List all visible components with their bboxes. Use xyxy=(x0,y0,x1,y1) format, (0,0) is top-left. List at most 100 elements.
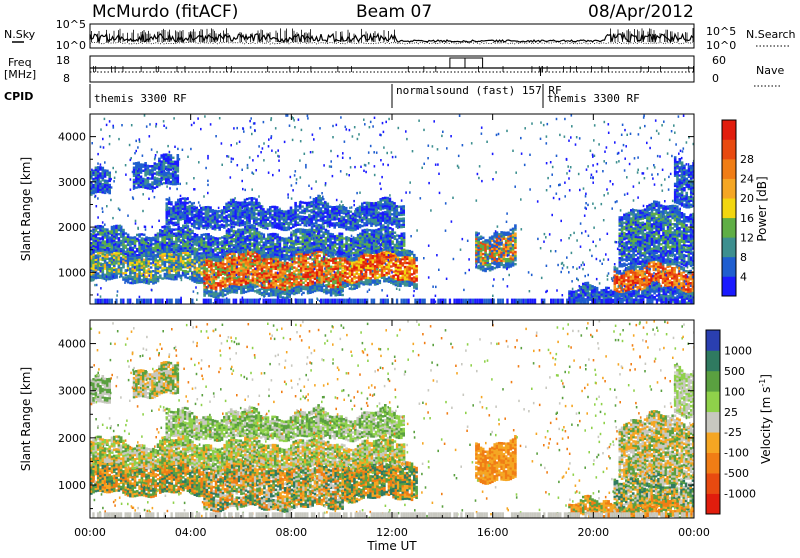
heatmap-cell xyxy=(92,243,95,245)
heatmap-cell xyxy=(313,239,316,241)
heatmap-cell xyxy=(232,213,235,215)
heatmap-cell xyxy=(398,247,401,249)
heatmap-cell xyxy=(106,228,109,230)
heatmap-cell xyxy=(152,255,155,257)
heatmap-cell xyxy=(313,198,316,200)
heatmap-cell xyxy=(357,240,360,242)
heatmap-cell xyxy=(207,254,210,256)
heatmap-cell xyxy=(368,245,371,247)
heatmap-cell xyxy=(165,176,168,178)
heatmap-cell xyxy=(122,272,125,274)
heatmap-cell xyxy=(224,277,227,279)
heatmap-cell xyxy=(158,170,161,172)
heatmap-cell xyxy=(358,273,361,275)
heatmap-cell xyxy=(415,285,418,287)
heatmap-cell xyxy=(287,212,290,214)
heatmap-cell xyxy=(189,258,192,260)
heatmap-cell xyxy=(309,229,312,231)
heatmap-cell xyxy=(194,260,197,262)
heatmap-cell xyxy=(364,229,367,231)
heatmap-cell xyxy=(249,279,252,281)
heatmap-cell xyxy=(256,289,259,291)
heatmap-cell xyxy=(219,264,222,266)
heatmap-cell xyxy=(380,243,383,245)
heatmap-cell xyxy=(277,281,280,283)
heatmap-cell xyxy=(172,206,175,208)
heatmap-cell xyxy=(231,289,234,291)
heatmap-cell xyxy=(299,236,302,238)
heatmap-cell xyxy=(237,214,240,216)
heatmap-cell xyxy=(372,255,375,257)
heatmap-cell xyxy=(328,263,331,265)
heatmap-cell xyxy=(172,163,175,165)
heatmap-cell xyxy=(352,246,355,248)
heatmap-cell xyxy=(390,255,393,257)
heatmap-cell xyxy=(157,276,160,278)
heatmap-cell xyxy=(122,262,125,264)
heatmap-cell xyxy=(102,273,105,275)
heatmap-cell xyxy=(344,259,347,261)
heatmap-cell xyxy=(182,247,185,249)
heatmap-cell xyxy=(385,272,388,274)
heatmap-cell xyxy=(390,265,393,267)
heatmap-cell xyxy=(189,239,192,241)
heatmap-cell xyxy=(151,183,154,185)
heatmap-cell xyxy=(408,285,411,287)
heatmap-cell xyxy=(242,255,245,257)
heatmap-cell xyxy=(97,272,100,274)
heatmap-cell xyxy=(381,267,384,269)
heatmap-cell xyxy=(323,291,326,293)
heatmap-cell xyxy=(138,258,141,260)
heatmap-cell xyxy=(161,230,164,232)
heatmap-cell xyxy=(160,160,163,162)
heatmap-cell xyxy=(203,248,206,250)
heatmap-cell xyxy=(115,227,118,229)
heatmap-cell xyxy=(295,282,298,284)
heatmap-cell xyxy=(282,264,285,266)
heatmap-cell xyxy=(327,232,330,234)
heatmap-cell xyxy=(309,267,312,269)
heatmap-cell xyxy=(260,211,263,213)
heatmap-cell xyxy=(213,292,216,294)
heatmap-cell xyxy=(337,257,340,259)
heatmap-cell xyxy=(120,244,123,246)
heatmap-cell xyxy=(246,202,249,204)
heatmap-cell xyxy=(97,245,100,247)
heatmap-cell xyxy=(378,234,381,236)
heatmap-cell xyxy=(288,296,291,298)
heatmap-cell xyxy=(145,236,148,238)
heatmap-cell xyxy=(397,279,400,281)
heatmap-cell xyxy=(276,210,279,212)
heatmap-cell xyxy=(213,285,216,287)
heatmap-cell xyxy=(97,239,100,241)
heatmap-cell xyxy=(329,239,332,241)
heatmap-cell xyxy=(136,254,139,256)
heatmap-cell xyxy=(129,247,132,249)
heatmap-cell xyxy=(156,177,159,179)
heatmap-cell xyxy=(240,249,243,251)
heatmap-cell xyxy=(99,185,102,187)
heatmap-cell xyxy=(136,259,139,261)
heatmap-cell xyxy=(341,245,344,247)
heatmap-cell xyxy=(187,254,190,256)
heatmap-cell xyxy=(170,207,173,209)
heatmap-cell xyxy=(148,268,151,270)
heatmap-cell xyxy=(264,215,267,217)
heatmap-cell xyxy=(339,288,342,290)
heatmap-cell xyxy=(356,272,359,274)
heatmap-cell xyxy=(292,211,295,213)
heatmap-cell xyxy=(390,275,393,277)
heatmap-cell xyxy=(334,294,337,296)
heatmap-cell xyxy=(292,244,295,246)
heatmap-cell xyxy=(408,281,411,283)
heatmap-cell xyxy=(203,258,206,260)
heatmap-cell xyxy=(355,255,358,257)
heatmap-cell xyxy=(403,232,406,234)
heatmap-cell xyxy=(313,206,316,208)
heatmap-cell xyxy=(286,274,289,276)
heatmap-cell xyxy=(265,287,268,289)
heatmap-cell xyxy=(214,214,217,216)
heatmap-cell xyxy=(233,267,236,269)
heatmap-cell xyxy=(318,265,321,267)
heatmap-cell xyxy=(217,248,220,250)
